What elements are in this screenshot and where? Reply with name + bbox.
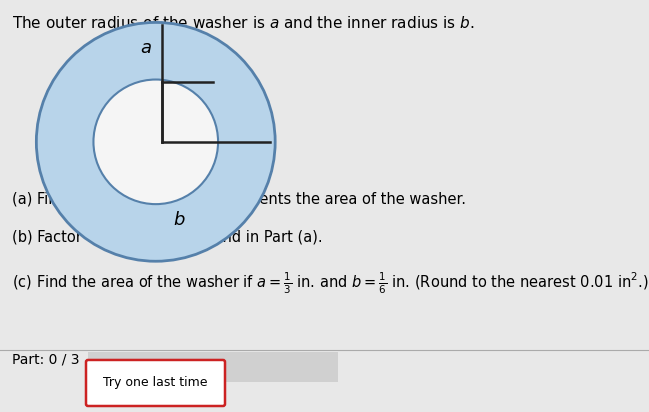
FancyBboxPatch shape xyxy=(86,360,225,406)
Circle shape xyxy=(36,22,275,261)
Text: Try one last time: Try one last time xyxy=(103,377,208,389)
Text: The outer radius of the washer is $a$ and the inner radius is $b$.: The outer radius of the washer is $a$ an… xyxy=(12,15,474,31)
Circle shape xyxy=(93,80,218,204)
Text: (a) Find an expression that represents the area of the washer.: (a) Find an expression that represents t… xyxy=(12,192,466,207)
Text: (b) Factor the expression found in Part (a).: (b) Factor the expression found in Part … xyxy=(12,230,323,245)
Text: $a$: $a$ xyxy=(140,40,152,57)
Text: Part: 0 / 3: Part: 0 / 3 xyxy=(12,353,79,367)
Text: (c) Find the area of the washer if $a = \frac{1}{3}$ in. and $b = \frac{1}{6}$ i: (c) Find the area of the washer if $a = … xyxy=(12,270,648,295)
FancyBboxPatch shape xyxy=(88,352,338,382)
Text: $b$: $b$ xyxy=(173,211,186,229)
